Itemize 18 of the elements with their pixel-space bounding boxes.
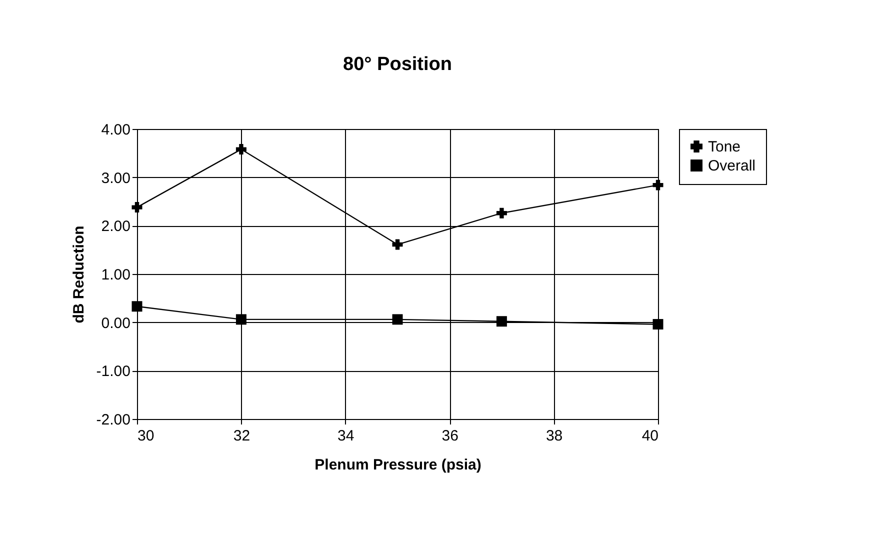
- y-axis-title: dB Reduction: [70, 226, 88, 324]
- y-tick-label: 1.00: [101, 266, 130, 284]
- y-tick-label: 4.00: [101, 122, 130, 138]
- x-tick-label: 40: [642, 428, 658, 444]
- legend-label: Overall: [708, 158, 756, 174]
- x-tick-label: 38: [546, 428, 563, 444]
- y-tick-label: 2.00: [101, 218, 130, 236]
- x-tick-label: 32: [233, 428, 250, 444]
- y-tick-label: -1.00: [96, 363, 130, 380]
- x-axis-title: Plenum Pressure (psia): [314, 456, 482, 474]
- x-tick-label: 34: [338, 428, 354, 444]
- y-tick-label: 3.00: [101, 170, 130, 187]
- x-tick-label: 30: [138, 428, 154, 444]
- y-tick-label: 0.00: [101, 314, 130, 332]
- legend-label: Tone: [708, 138, 741, 156]
- chart-title: 80° Position: [343, 54, 452, 75]
- x-tick-label: 36: [442, 428, 458, 444]
- y-tick-label: -2.00: [96, 412, 130, 428]
